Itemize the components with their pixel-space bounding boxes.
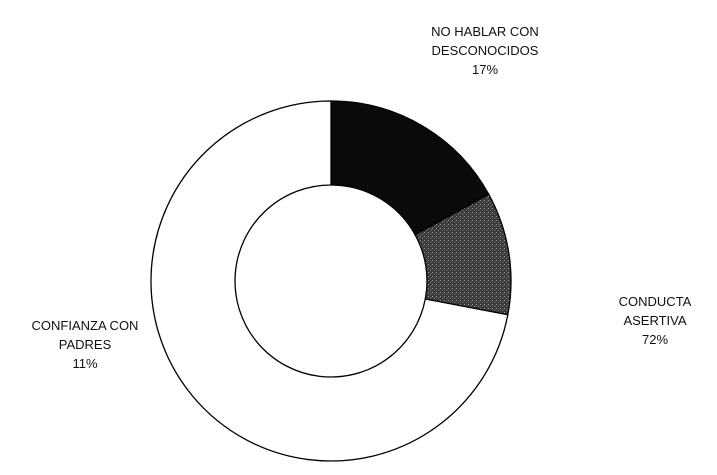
donut-slice-2 (150, 100, 509, 462)
slice-percent-label: 11% (72, 356, 98, 371)
slice-percent-label: 72% (641, 332, 669, 347)
slice-label-line: NO HABLAR CON (431, 24, 539, 39)
slice-label-conducta-asertiva: CONDUCTA ASERTIVA 72% (585, 292, 717, 349)
slice-label-line: PADRES (58, 337, 112, 352)
slice-label-line: DESCONOCIDOS (431, 43, 539, 58)
slice-label-line: CONDUCTA (618, 294, 692, 309)
donut-slices (150, 100, 512, 462)
slice-label-no-hablar-con-desconocidos: NO HABLAR CON DESCONOCIDOS 17% (400, 22, 570, 79)
slice-label-line: ASERTIVA (623, 313, 687, 328)
slice-percent-label: 17% (471, 62, 499, 77)
donut-slice-0 (330, 100, 490, 236)
slice-label-confianza-con-padres: CONFIANZA CON PADRES 11% (0, 316, 170, 373)
slice-label-line: CONFIANZA CON (31, 318, 139, 333)
